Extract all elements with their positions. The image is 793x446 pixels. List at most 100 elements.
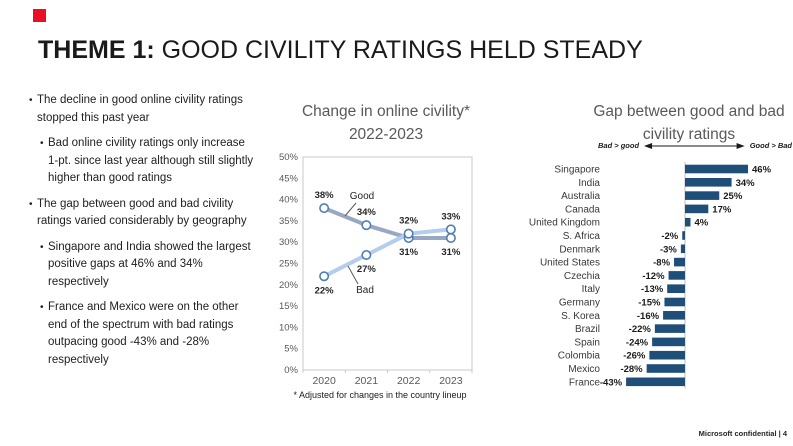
line-series-good [322, 206, 453, 240]
bar-chart-title: Gap between good and bad [593, 103, 785, 120]
bar-value-label: -15% [638, 298, 661, 309]
bad-series-label: Bad [356, 285, 374, 296]
data-point-good [319, 203, 330, 214]
bar [667, 284, 685, 293]
y-axis-tick-label: 25% [279, 259, 299, 270]
data-label: 22% [315, 285, 335, 296]
page-title: THEME 1: GOOD CIVILITY RATINGS HELD STEA… [38, 36, 643, 65]
good-series-label: Good [350, 191, 374, 202]
bar-value-label: 4% [694, 218, 708, 229]
bar-category-label: Mexico [568, 364, 600, 375]
x-axis-tick-label: 2021 [355, 375, 379, 387]
bar-value-label: -3% [660, 244, 677, 255]
y-axis-tick-label: 5% [284, 344, 298, 355]
y-axis-tick-label: 45% [279, 173, 299, 184]
bar [674, 257, 685, 267]
bar-chart-subtitle: civility ratings [642, 126, 736, 143]
bar [652, 337, 685, 347]
x-axis-tick-label: 2022 [397, 375, 421, 387]
bar-value-label: -26% [623, 351, 646, 362]
bar-category-label: France [569, 377, 601, 388]
y-axis-tick-label: 0% [284, 365, 298, 376]
bar-category-label: Singapore [554, 165, 600, 176]
y-axis-tick-label: 50% [279, 152, 299, 163]
bar [685, 191, 720, 200]
good-leader-line [344, 202, 357, 217]
data-label: 33% [441, 211, 461, 222]
bar-category-label: Australia [561, 191, 600, 202]
bar-value-label: -43% [600, 377, 623, 388]
bar-value-label: -24% [626, 337, 649, 348]
bar [646, 364, 685, 373]
bar [685, 204, 709, 214]
bar [664, 297, 685, 307]
bar [682, 231, 685, 240]
data-point-bad [361, 249, 372, 260]
y-axis-tick-label: 20% [279, 280, 299, 291]
bar-value-label: -22% [629, 324, 652, 335]
page-title-rest: GOOD CIVILITY RATINGS HELD STEADY [154, 36, 643, 64]
bar-category-label: Germany [559, 298, 600, 309]
bar [668, 271, 685, 280]
y-axis-tick-label: 35% [279, 216, 299, 227]
bar-category-label: S. Africa [563, 231, 601, 242]
data-point-bad [403, 228, 414, 239]
bar-category-label: Canada [565, 204, 600, 215]
bullet-item: The gap between good and bad civility ra… [29, 196, 254, 231]
bar-category-label: Czechia [564, 271, 601, 282]
double-arrow-icon [644, 142, 745, 149]
y-axis-tick-label: 10% [279, 322, 299, 333]
bar-category-label: Spain [574, 337, 600, 348]
data-point-bad [319, 271, 330, 282]
footer-confidential-label: Microsoft confidential | 4 [698, 429, 787, 438]
bar-chart-direction-legend: Bad > good Good > Bad [598, 140, 792, 151]
data-point-good [361, 220, 372, 231]
bar-value-label: -12% [642, 271, 665, 282]
data-point-good [445, 232, 456, 243]
bar-value-label: -13% [641, 284, 664, 295]
data-point-bad [445, 224, 456, 235]
bar [649, 350, 685, 360]
bar [654, 324, 685, 333]
bar [626, 377, 685, 387]
bar-category-label: United Kingdom [529, 218, 600, 229]
red-accent-mark [33, 9, 46, 22]
x-axis-tick-label: 2020 [312, 375, 336, 387]
bar-value-label: 34% [736, 178, 756, 189]
bar-value-label: 25% [723, 191, 743, 202]
bad-leader-line [347, 265, 359, 285]
bullet-item: France and Mexico were on the other end … [40, 299, 254, 369]
bar-value-label: 17% [712, 204, 732, 215]
bar [663, 311, 685, 320]
plot-border [302, 156, 473, 371]
data-label: 31% [441, 247, 461, 258]
bullet-item: Bad online civility ratings only increas… [40, 135, 254, 188]
line-series-bad [322, 227, 453, 279]
bar [685, 178, 732, 187]
bar-value-label: 46% [752, 165, 772, 176]
bar [685, 164, 749, 174]
bar-category-label: United States [540, 258, 600, 269]
x-axis-tick-label: 2023 [439, 375, 463, 387]
y-axis-tick-label: 40% [279, 195, 299, 206]
y-axis-tick-label: 15% [279, 301, 299, 312]
good-gt-bad-label: Good > Bad [749, 141, 792, 150]
line-chart: 0% 5% 10% 15% 20% 25% 30% 35% 40% 45% 50% 2020 2021 2… [279, 152, 473, 387]
bar-category-label: India [578, 178, 600, 189]
bar-category-label: Colombia [558, 351, 601, 362]
data-label: 31% [399, 247, 419, 258]
page-title-prefix: THEME 1: [38, 36, 155, 64]
data-label: 32% [399, 216, 419, 227]
bar-category-label: Italy [582, 284, 600, 295]
line-chart-subtitle: 2022-2023 [348, 126, 424, 143]
line-chart-title: Change in online civility* [301, 103, 470, 120]
bar-value-label: -28% [620, 364, 643, 375]
data-label: 27% [357, 264, 377, 275]
line-chart-footnote: * Adjusted for changes in the country li… [293, 390, 467, 400]
bar-value-label: -16% [637, 311, 660, 322]
bar-value-label: -2% [661, 231, 678, 242]
bad-gt-good-label: Bad > good [598, 141, 640, 150]
bullet-item: The decline in good online civility rati… [29, 92, 254, 127]
data-label: 34% [357, 207, 377, 218]
